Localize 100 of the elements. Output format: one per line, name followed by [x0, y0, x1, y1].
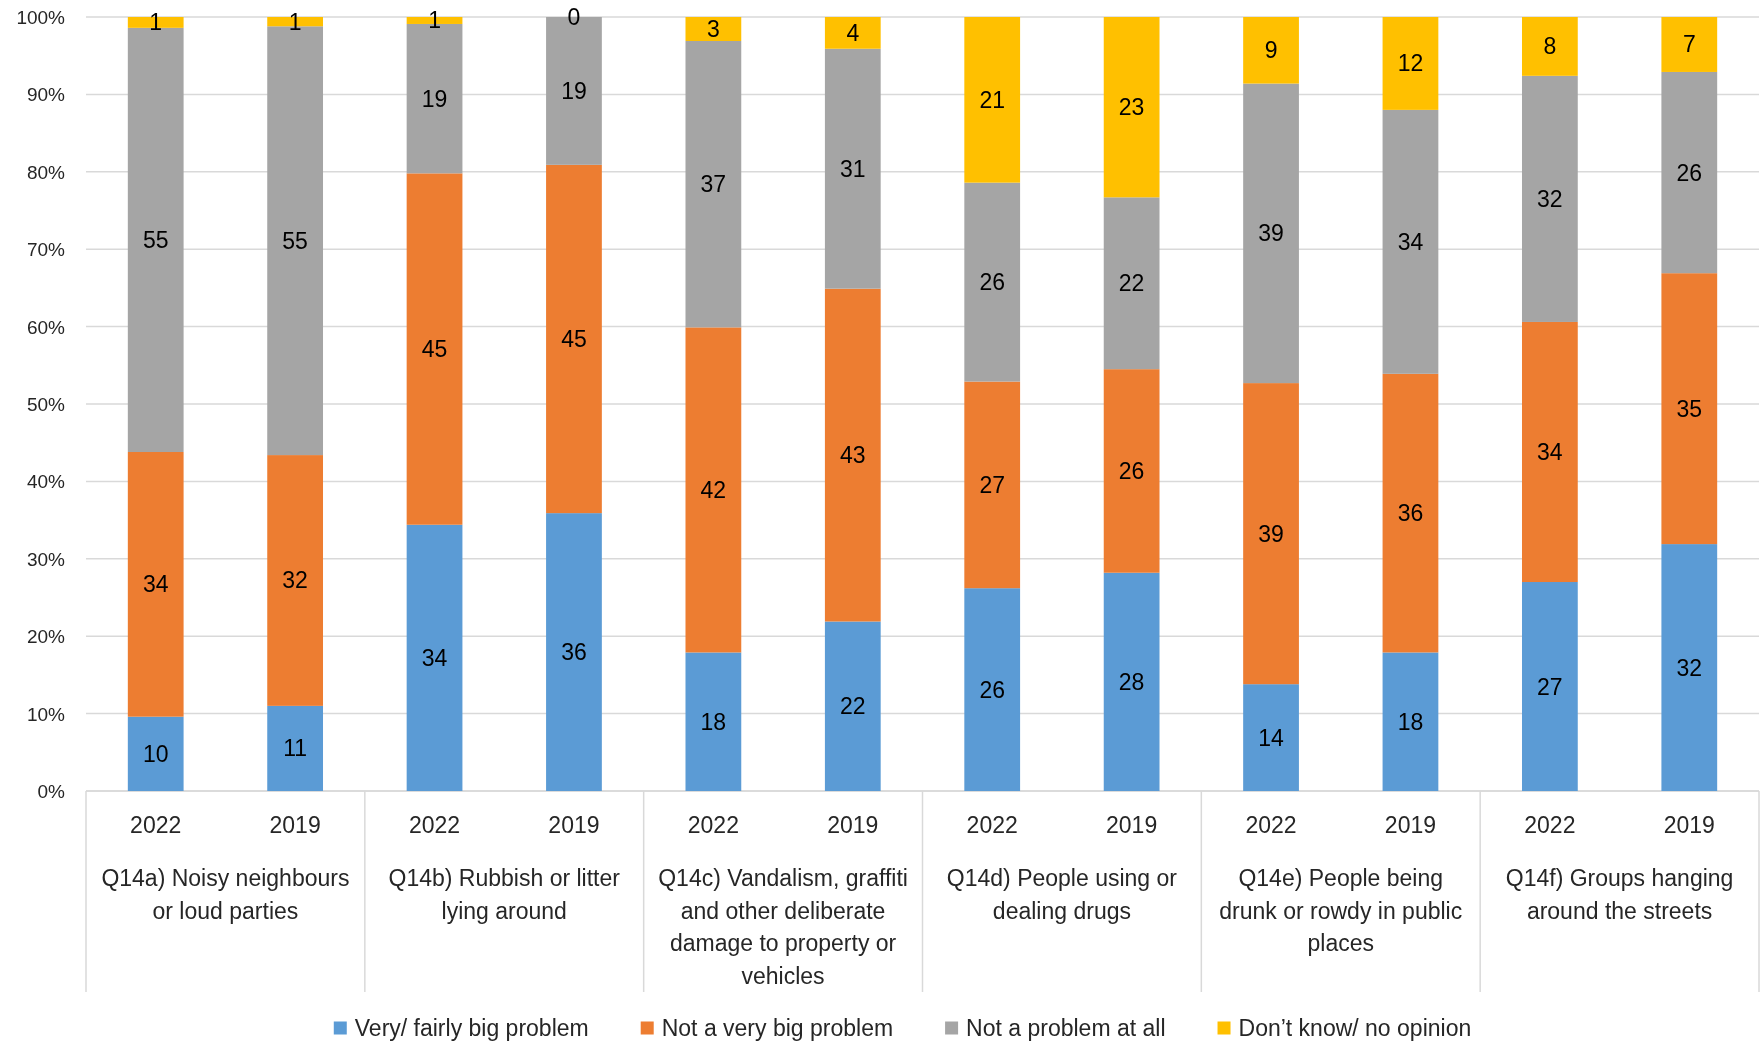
data-label: 34: [142, 571, 169, 598]
bar: [1243, 684, 1299, 791]
x-tick-label: 2019: [1384, 812, 1437, 838]
bar: [1103, 197, 1160, 370]
bar: [685, 40, 742, 328]
data-label: 39: [1258, 520, 1284, 547]
y-tick-label: 0%: [37, 780, 66, 802]
data-label: 26: [1118, 457, 1145, 484]
data-label: 55: [282, 227, 308, 254]
text: Q14c) Vandalism, graffiti and other deliberate damage to property or vehicles: [658, 865, 908, 989]
y-tick-label: 30%: [26, 548, 66, 570]
data-label: 36: [561, 639, 587, 666]
data-label: 37: [700, 171, 727, 198]
bar: [1243, 17, 1299, 84]
data-label: 3: [706, 16, 720, 42]
y-tick-label: 100%: [16, 6, 66, 28]
data-label: 32: [1676, 654, 1703, 681]
data-label: 4: [846, 19, 860, 46]
data-label: 22: [839, 693, 866, 720]
data-label: 36: [1397, 500, 1424, 527]
y-tick-label: 70%: [26, 238, 66, 260]
data-label: 32: [282, 567, 308, 594]
data-label: 34: [1537, 438, 1563, 465]
y-tick-label: 90%: [26, 83, 66, 105]
bar: [267, 455, 324, 706]
text: Q14b) Rubbish or litter lying around: [388, 865, 621, 924]
text: Q14a) Noisy neighbours or loud parties: [101, 865, 350, 924]
bar: [127, 451, 184, 717]
data-label: 31: [839, 155, 866, 182]
data-label: 26: [979, 676, 1006, 703]
data-label: 26: [1676, 159, 1703, 186]
data-label: 19: [421, 85, 448, 112]
y-tick-label: 50%: [26, 393, 66, 415]
legend-label: Not a very big problem: [661, 1015, 894, 1041]
x-tick-label: 2022: [1245, 812, 1297, 838]
bar: [406, 173, 463, 525]
bar: [1382, 109, 1439, 374]
bar: [685, 17, 742, 41]
legend-label: Don’t know/ no opinion: [1238, 1015, 1472, 1041]
x-tick-label: 2022: [687, 812, 739, 838]
bar: [1661, 544, 1718, 791]
data-label: 45: [561, 325, 587, 352]
bar: [1382, 373, 1439, 653]
x-tick-label: 2019: [1663, 812, 1715, 838]
x-tick-label: 2022: [408, 812, 461, 838]
bar: [267, 705, 324, 791]
bar: [824, 621, 881, 791]
bar: [1521, 582, 1578, 791]
data-label: 18: [1397, 708, 1424, 735]
data-label: 43: [839, 442, 866, 469]
bar: [1521, 321, 1578, 583]
data-label: 45: [421, 336, 448, 363]
y-tick-label: 60%: [26, 316, 66, 338]
x-tick-label: 2019: [827, 812, 879, 838]
x-tick-label: 2022: [1524, 812, 1576, 838]
data-label: 18: [700, 708, 727, 735]
x-tick-label: 2022: [966, 812, 1018, 838]
y-tick-label: 80%: [26, 161, 66, 183]
y-tick-label: 10%: [26, 703, 66, 725]
legend-label: Not a problem at all: [966, 1015, 1166, 1041]
data-label: 9: [1264, 37, 1278, 64]
data-label: 34: [421, 644, 448, 671]
data-label: 28: [1118, 668, 1145, 695]
data-label: 34: [1397, 228, 1424, 255]
legend-label: Very/ fairly big problem: [354, 1015, 589, 1041]
bar: [964, 381, 1021, 589]
data-label: 7: [1682, 31, 1696, 58]
text: Q14f) Groups hanging around the streets: [1505, 865, 1734, 924]
bar: [406, 524, 463, 791]
bar: [1243, 383, 1299, 685]
data-label: 35: [1676, 395, 1703, 422]
data-label: 27: [1537, 673, 1563, 700]
data-label: 32: [1537, 185, 1563, 212]
data-label: 22: [1118, 270, 1145, 297]
data-label: 19: [561, 77, 587, 104]
y-tick-label: 40%: [26, 470, 66, 492]
bar: [546, 513, 602, 791]
data-label: 39: [1258, 220, 1284, 247]
bar: [685, 652, 742, 791]
bar: [1243, 83, 1299, 384]
data-label: 23: [1118, 94, 1145, 121]
bar: [1103, 17, 1160, 198]
data-label: 10: [142, 740, 169, 767]
bar: [546, 164, 602, 514]
data-label: 11: [283, 735, 308, 762]
text: Q14e) People being drunk or rowdy in public places: [1219, 865, 1463, 956]
bar: [824, 17, 881, 49]
bar: [824, 288, 881, 622]
bar: [964, 17, 1021, 183]
bar: [964, 182, 1021, 382]
bar: [1382, 17, 1439, 110]
data-label: 0: [567, 4, 581, 30]
data-label: 8: [1543, 33, 1557, 60]
x-tick-label: 2019: [1106, 812, 1158, 838]
bar: [1661, 273, 1718, 545]
data-label: 21: [979, 86, 1006, 113]
x-tick-label: 2019: [548, 812, 600, 838]
bar: [1661, 71, 1718, 274]
data-label: 14: [1258, 724, 1285, 751]
data-label: 42: [700, 476, 727, 503]
